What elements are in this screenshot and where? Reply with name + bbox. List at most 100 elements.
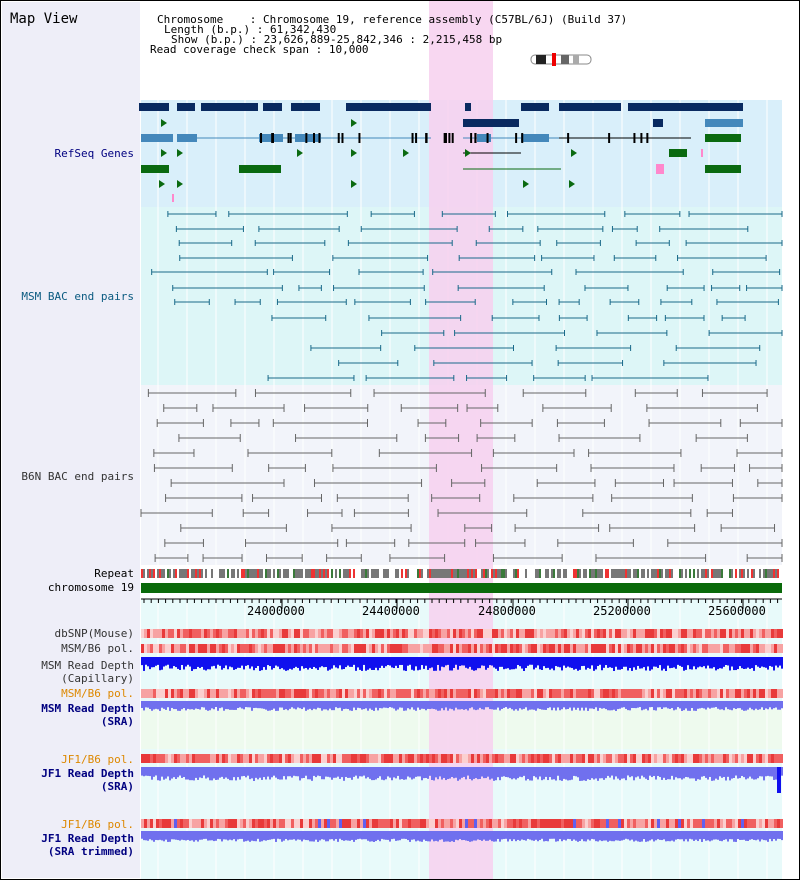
track-label-msm-bac[interactable]: MSM BAC end pairs	[21, 290, 134, 303]
msm-b6-pol-strip	[246, 644, 249, 653]
jf1-b6-pol-strip	[456, 754, 459, 763]
msm-b6-pol-strip	[228, 644, 231, 653]
msm-sra-depth-bar	[463, 701, 465, 710]
jf1-sra-depth-bar	[615, 767, 617, 777]
gene-exon	[425, 133, 428, 143]
gene-feature	[705, 119, 743, 127]
msm-sra-depth-bar	[345, 701, 347, 709]
track-label-jf1-depth-sra[interactable]: JF1 Read Depth (SRA)	[41, 767, 134, 793]
jf1-sra-depth-bar	[517, 767, 519, 779]
msm-sra-depth-bar	[155, 701, 157, 709]
track-label-repeat[interactable]: Repeat	[94, 567, 134, 580]
jf1-b6-pol2-strip	[465, 819, 468, 828]
dbsnp-strip	[642, 629, 645, 638]
msm-cap-depth-bar	[279, 657, 281, 670]
msm-cap-depth-bar	[613, 657, 615, 671]
track-label-chromosome[interactable]: chromosome 19	[47, 581, 134, 594]
msm-b6-pol2-strip	[525, 689, 528, 698]
msm-sra-depth-bar	[453, 701, 455, 711]
msm-cap-depth-bar	[731, 657, 733, 667]
track-label-b6n-bac[interactable]: B6N BAC end pairs	[21, 470, 134, 483]
jf1-sra-depth-bar	[283, 767, 285, 777]
dbsnp-strip	[153, 629, 156, 638]
jf1-sra-depth-bar	[655, 767, 657, 780]
dbsnp-strip	[732, 629, 735, 638]
gene-feature	[705, 165, 741, 173]
coverage-value: : 10,000	[315, 43, 369, 56]
msm-cap-depth-bar	[695, 657, 697, 670]
jf1-sra-depth-bar	[645, 767, 647, 779]
msm-b6-pol2-strip	[228, 689, 231, 698]
jf1-trim-depth-bar	[465, 831, 467, 841]
msm-b6-pol2-strip	[333, 689, 336, 698]
track-label-dbsnp[interactable]: dbSNP(Mouse)	[54, 627, 134, 640]
dbsnp-strip	[441, 629, 444, 638]
msm-sra-depth-bar	[433, 701, 435, 709]
repeat-mark	[685, 569, 687, 578]
track-label-refseq[interactable]: RefSeq Genes	[54, 147, 134, 160]
track-label-msm-b6-pol-2[interactable]: MSM/B6 pol.	[61, 687, 134, 700]
msm-sra-depth-bar	[437, 701, 439, 711]
track-label-jf1-b6-pol[interactable]: JF1/B6 pol.	[61, 753, 134, 766]
msm-sra-depth-bar	[347, 701, 349, 710]
jf1-trim-depth-bar	[375, 831, 377, 842]
msm-cap-depth-bar	[719, 657, 721, 669]
msm-b6-pol2-strip	[141, 689, 144, 698]
track-label-msm-depth-sra[interactable]: MSM Read Depth (SRA)	[41, 702, 134, 728]
repeat-mark	[299, 569, 301, 578]
repeat-mark	[623, 569, 625, 578]
dbsnp-strip	[351, 629, 354, 638]
msm-b6-pol-strip	[303, 644, 306, 653]
jf1-b6-pol-strip	[765, 754, 768, 763]
msm-b6-pol-strip	[282, 644, 285, 653]
jf1-sra-depth-bar	[253, 767, 255, 781]
msm-cap-depth-bar	[147, 657, 149, 667]
jf1-b6-pol2-strip	[513, 819, 516, 828]
jf1-sra-depth-bar	[623, 767, 625, 779]
msm-b6-pol-strip	[558, 644, 561, 653]
jf1-sra-depth-bar	[647, 767, 649, 781]
msm-sra-depth-bar	[421, 701, 423, 709]
msm-sra-depth-bar	[229, 701, 231, 710]
jf1-trim-depth-bar	[271, 831, 273, 840]
jf1-trim-depth-bar	[611, 831, 613, 842]
msm-sra-depth-bar	[627, 701, 629, 711]
msm-b6-pol2-strip	[639, 689, 642, 698]
track-label-msm-depth-capillary[interactable]: MSM Read Depth (Capillary)	[41, 659, 134, 685]
jf1-sra-depth-bar	[727, 767, 729, 777]
repeat-mark	[159, 569, 161, 578]
dbsnp-strip	[195, 629, 198, 638]
msm-sra-depth-bar	[455, 701, 457, 708]
jf1-b6-pol2-strip	[462, 819, 465, 828]
msm-b6-pol2-strip	[747, 689, 750, 698]
msm-b6-pol-strip	[354, 644, 357, 653]
msm-b6-pol-strip	[681, 644, 684, 653]
msm-b6-pol-strip	[177, 644, 180, 653]
jf1-trim-depth-bar	[211, 831, 213, 841]
track-label-msm-b6-pol[interactable]: MSM/B6 pol.	[61, 642, 134, 655]
jf1-trim-depth-bar	[429, 831, 431, 842]
track-label-jf1-b6-pol-2[interactable]: JF1/B6 pol.	[61, 818, 134, 831]
msm-b6-pol2-strip	[168, 689, 171, 698]
dbsnp-strip	[771, 629, 774, 638]
jf1-b6-pol-strip	[642, 754, 645, 763]
jf1-b6-pol2-strip	[267, 819, 270, 828]
msm-sra-depth-bar	[211, 701, 213, 709]
jf1-b6-pol-strip	[552, 754, 555, 763]
msm-cap-depth-bar	[741, 657, 743, 669]
jf1-b6-pol-strip	[708, 754, 711, 763]
msm-sra-depth-bar	[401, 701, 403, 708]
msm-sra-depth-bar	[525, 701, 527, 708]
dbsnp-strip	[750, 629, 753, 638]
track-label-jf1-depth-trimmed[interactable]: JF1 Read Depth (SRA trimmed)	[41, 832, 134, 858]
msm-cap-depth-bar	[643, 657, 645, 668]
msm-b6-pol-strip	[645, 644, 648, 653]
msm-b6-pol-strip	[417, 644, 420, 653]
jf1-trim-depth-bar	[415, 831, 417, 842]
msm-sra-depth-bar	[163, 701, 165, 709]
msm-sra-depth-bar	[593, 701, 595, 710]
jf1-b6-pol-strip	[324, 754, 327, 763]
msm-sra-depth-bar	[711, 701, 713, 708]
jf1-b6-pol2-strip	[594, 819, 597, 828]
